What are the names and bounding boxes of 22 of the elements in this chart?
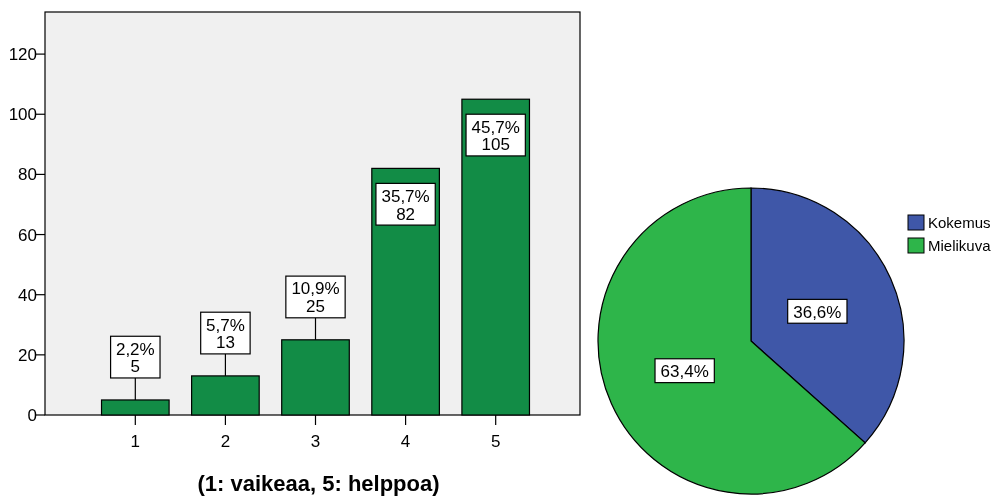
data-label: 10,9% 25 xyxy=(291,279,340,317)
data-label: 2,2% 5 xyxy=(115,339,155,377)
x-tick-label: 1 xyxy=(130,432,141,451)
x-tick-label: 2 xyxy=(220,432,231,451)
y-tick-label: 120 xyxy=(8,45,37,65)
data-label: 36,6% xyxy=(793,302,842,322)
y-tick-label: 0 xyxy=(27,406,37,425)
x-tick-label: 3 xyxy=(310,432,321,451)
x-tick-label: 5 xyxy=(490,432,501,451)
data-label: 35,7% 82 xyxy=(381,186,430,224)
y-tick-label: 100 xyxy=(8,105,37,125)
legend-label: Kokemus xyxy=(928,214,991,231)
legend-label: Mielikuva xyxy=(928,237,992,254)
x-axis-title: (1: vaikeaa, 5: helppoa) xyxy=(197,471,440,496)
x-tick-label: 4 xyxy=(400,432,411,451)
y-tick-label: 20 xyxy=(18,345,37,365)
y-tick-label: 40 xyxy=(18,285,37,305)
y-tick-label: 80 xyxy=(18,165,37,185)
y-tick-label: 60 xyxy=(18,225,37,245)
data-label: 5,7% 13 xyxy=(206,315,245,353)
data-label: 45,7% 105 xyxy=(471,117,520,155)
data-label: 63,4% xyxy=(660,362,709,382)
